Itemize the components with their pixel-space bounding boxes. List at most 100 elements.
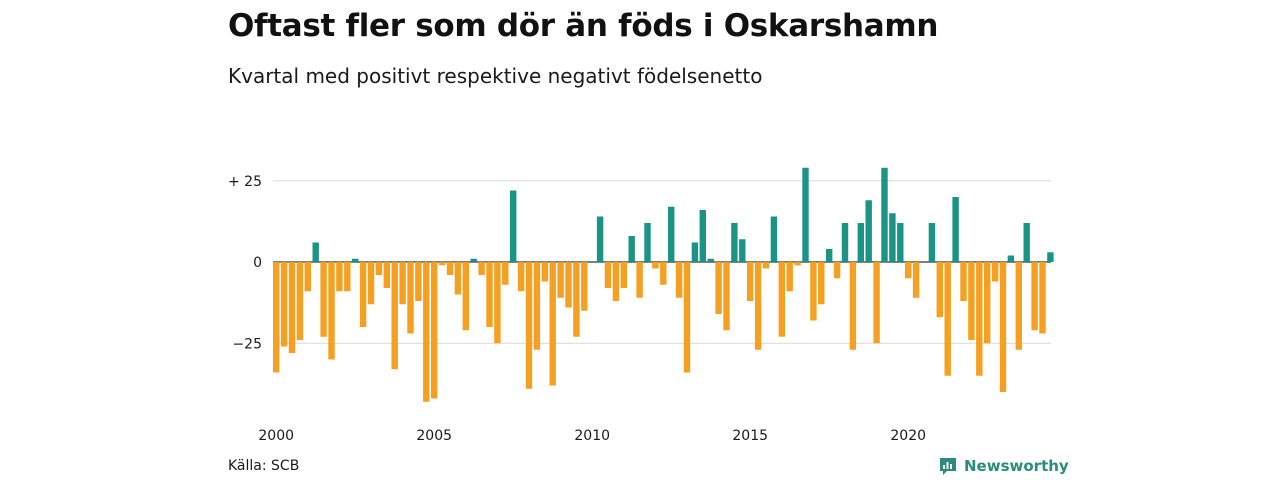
bar[interactable]	[1047, 252, 1054, 262]
bar[interactable]	[652, 262, 659, 269]
bar[interactable]	[786, 262, 793, 292]
bar[interactable]	[407, 262, 414, 334]
bar[interactable]	[336, 262, 343, 292]
bar[interactable]	[944, 262, 951, 376]
bar[interactable]	[557, 262, 564, 298]
bar[interactable]	[367, 262, 375, 305]
bar[interactable]	[454, 262, 462, 295]
bar[interactable]	[747, 262, 754, 301]
bar[interactable]	[517, 262, 525, 292]
bar[interactable]	[470, 258, 477, 262]
bar[interactable]	[344, 262, 351, 292]
bar[interactable]	[352, 258, 359, 262]
bar[interactable]	[462, 262, 469, 331]
bar[interactable]	[280, 262, 288, 347]
bar[interactable]	[399, 262, 406, 305]
bar[interactable]	[865, 200, 872, 262]
x-tick-label: 2005	[416, 428, 452, 444]
bar[interactable]	[762, 262, 770, 269]
bar[interactable]	[478, 262, 485, 275]
bar[interactable]	[1031, 262, 1038, 331]
bar[interactable]	[510, 190, 517, 263]
bar[interactable]	[770, 216, 778, 263]
bar[interactable]	[581, 262, 588, 311]
bar[interactable]	[952, 197, 959, 262]
bar[interactable]	[375, 262, 383, 275]
brand-logo[interactable]: Newsworthy	[938, 456, 1069, 476]
bar[interactable]	[525, 262, 533, 389]
bar[interactable]	[604, 262, 612, 288]
bar[interactable]	[912, 262, 920, 298]
bar[interactable]	[841, 223, 849, 262]
bar[interactable]	[778, 262, 785, 337]
bar[interactable]	[620, 262, 627, 288]
bar[interactable]	[826, 249, 833, 262]
bar[interactable]	[573, 262, 580, 337]
bar[interactable]	[438, 262, 446, 266]
bar[interactable]	[502, 262, 509, 285]
bar[interactable]	[415, 262, 422, 301]
bar[interactable]	[391, 262, 398, 370]
bar[interactable]	[991, 262, 999, 282]
bar[interactable]	[960, 262, 967, 301]
bar[interactable]	[968, 262, 975, 340]
bar[interactable]	[296, 262, 304, 340]
bar[interactable]	[905, 262, 912, 279]
bar[interactable]	[849, 262, 857, 350]
bar[interactable]	[739, 239, 746, 262]
bar[interactable]	[423, 262, 430, 402]
bar[interactable]	[596, 216, 604, 263]
bar[interactable]	[754, 262, 762, 350]
bar[interactable]	[857, 223, 864, 262]
bar[interactable]	[691, 242, 699, 263]
bar[interactable]	[731, 223, 738, 262]
bar[interactable]	[612, 262, 620, 301]
bar[interactable]	[446, 262, 454, 275]
bar[interactable]	[1015, 262, 1022, 350]
bar[interactable]	[660, 262, 667, 285]
bar[interactable]	[565, 262, 572, 308]
bar[interactable]	[881, 167, 888, 262]
bar[interactable]	[359, 262, 367, 327]
bar[interactable]	[794, 262, 801, 266]
bar[interactable]	[936, 262, 943, 318]
bar[interactable]	[818, 262, 825, 305]
bar[interactable]	[802, 167, 809, 262]
bar[interactable]	[723, 262, 730, 331]
bar[interactable]	[636, 262, 643, 298]
bar[interactable]	[273, 262, 280, 373]
bar[interactable]	[976, 262, 983, 376]
bar[interactable]	[312, 242, 319, 263]
bar[interactable]	[1007, 255, 1015, 263]
bar[interactable]	[431, 262, 438, 399]
bar[interactable]	[628, 236, 635, 262]
y-tick-label: −25	[232, 336, 262, 352]
bar[interactable]	[549, 262, 556, 386]
bar[interactable]	[715, 262, 722, 314]
bar[interactable]	[707, 258, 714, 262]
bar[interactable]	[999, 262, 1007, 392]
bar[interactable]	[668, 206, 675, 262]
bar[interactable]	[897, 223, 904, 262]
bar[interactable]	[541, 262, 548, 282]
bar[interactable]	[494, 262, 501, 344]
bar[interactable]	[304, 262, 311, 292]
bar[interactable]	[644, 223, 651, 262]
bar[interactable]	[928, 223, 936, 262]
bar[interactable]	[889, 213, 896, 262]
bar[interactable]	[810, 262, 817, 321]
bar[interactable]	[486, 262, 493, 327]
bar[interactable]	[833, 262, 841, 279]
bar[interactable]	[320, 262, 327, 337]
bar[interactable]	[533, 262, 541, 350]
bar[interactable]	[683, 262, 691, 373]
bar[interactable]	[873, 262, 880, 344]
bar[interactable]	[328, 262, 335, 360]
bar[interactable]	[383, 262, 390, 288]
bar[interactable]	[984, 262, 991, 344]
bar[interactable]	[1039, 262, 1046, 334]
bar[interactable]	[675, 262, 683, 298]
bar[interactable]	[699, 210, 706, 262]
bar[interactable]	[1023, 223, 1030, 262]
bar[interactable]	[288, 262, 296, 353]
